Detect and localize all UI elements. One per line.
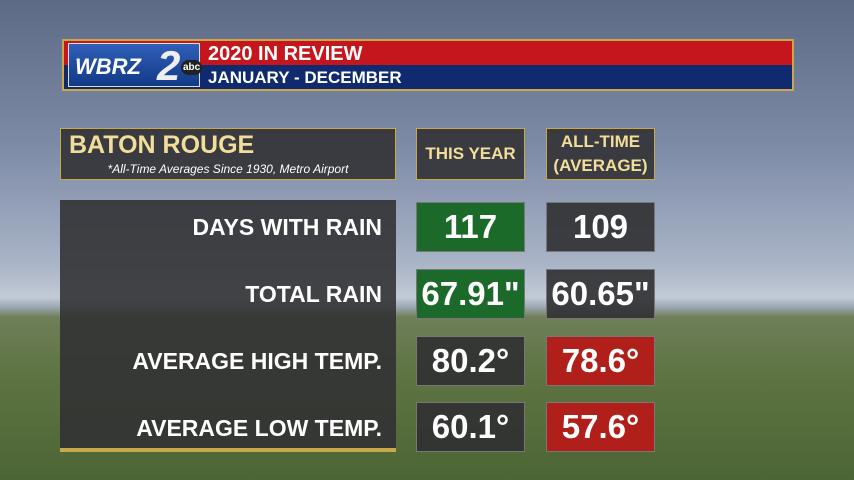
value-cell: 78.6° <box>546 336 655 386</box>
label-panel: DAYS WITH RAIN TOTAL RAIN AVERAGE HIGH T… <box>60 200 396 452</box>
value-cell: 80.2° <box>416 336 525 386</box>
row-label: TOTAL RAIN <box>245 281 382 307</box>
logo-number: 2 <box>157 42 181 89</box>
value-cell: 60.65" <box>546 269 655 319</box>
logo: WBRZ 2 abc <box>68 42 203 89</box>
column-header: ALL-TIME (AVERAGE) <box>546 128 655 180</box>
table-title: BATON ROUGE <box>69 131 255 159</box>
title-box: BATON ROUGE *All-Time Averages Since 193… <box>60 128 396 180</box>
table-note: *All-Time Averages Since 1930, Metro Air… <box>107 162 349 176</box>
row-label: AVERAGE HIGH TEMP. <box>132 348 382 374</box>
header-subtitle: JANUARY - DECEMBER <box>208 68 402 87</box>
logo-letters: WBRZ <box>75 54 141 79</box>
value-cell: 67.91" <box>416 269 525 319</box>
column-header: THIS YEAR <box>416 128 525 180</box>
header-bar: WBRZ 2 abc 2020 IN REVIEW JANUARY - DECE… <box>62 39 794 91</box>
logo-network: abc <box>181 60 203 75</box>
value-cell: 57.6° <box>546 402 655 452</box>
row-label: AVERAGE LOW TEMP. <box>136 415 382 441</box>
value-cell: 60.1° <box>416 402 525 452</box>
value-cell: 109 <box>546 202 655 252</box>
header-title: 2020 IN REVIEW <box>208 43 363 65</box>
row-label: DAYS WITH RAIN <box>192 214 382 240</box>
value-cell: 117 <box>416 202 525 252</box>
